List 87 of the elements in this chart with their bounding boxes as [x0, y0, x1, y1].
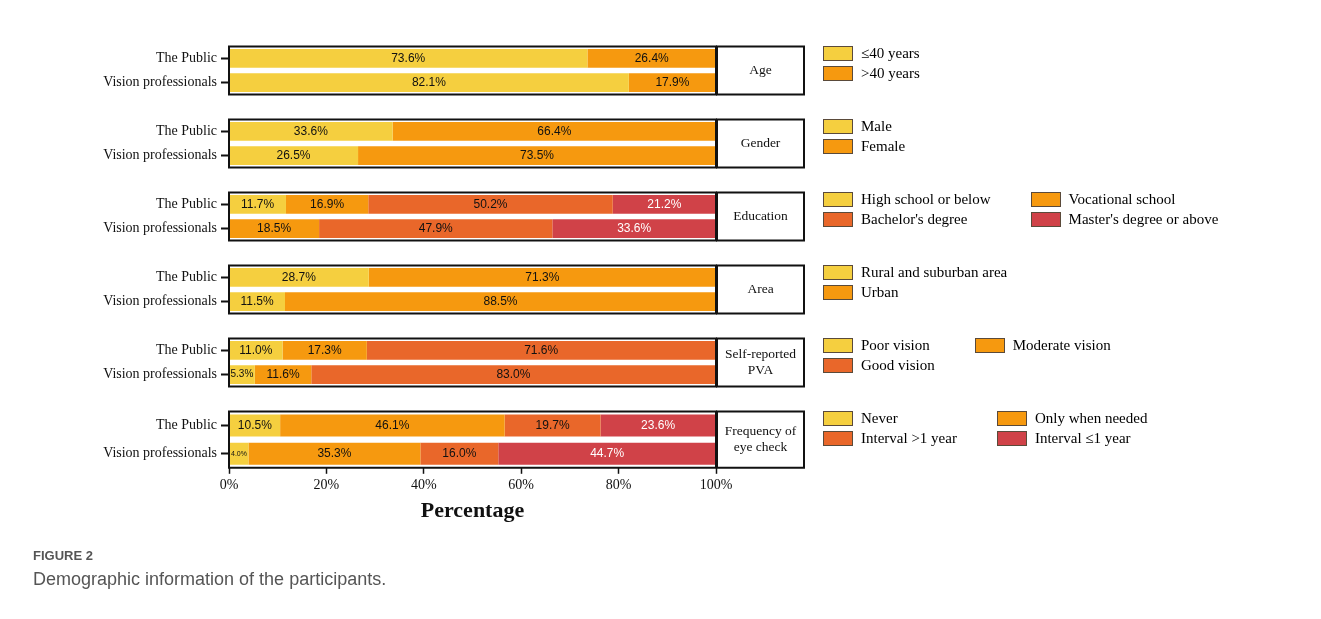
y-tick-label: Vision professionals — [103, 445, 217, 461]
text: Frequency of eye check — [724, 423, 797, 455]
bar — [280, 414, 505, 437]
x-tick-label: 100% — [699, 476, 733, 492]
data-label: 19.7% — [535, 417, 570, 432]
text: Area — [747, 281, 774, 297]
data-label: 33.6% — [617, 220, 652, 235]
x-tick-label: 20% — [313, 476, 340, 492]
data-label: 83.0% — [496, 366, 531, 381]
x-tick-label: 40% — [410, 476, 437, 492]
text: Bachelor's degree — [861, 210, 968, 228]
data-label: 73.5% — [520, 147, 555, 162]
bar — [366, 341, 716, 360]
x-axis-title: Percentage — [420, 497, 525, 523]
bar — [311, 365, 716, 384]
y-tick-label: The Public — [155, 342, 217, 358]
data-label: 82.1% — [411, 74, 447, 89]
data-label: 88.5% — [483, 293, 518, 308]
data-label: 11.0% — [239, 342, 273, 357]
data-label: 16.9% — [310, 196, 345, 211]
data-label: 11.6% — [266, 366, 300, 381]
data-label: 28.7% — [281, 269, 317, 284]
data-label: 50.2% — [473, 196, 508, 211]
y-tick-label: The Public — [155, 269, 217, 285]
x-tick-label: 80% — [605, 476, 632, 492]
text: ≤40 years — [861, 44, 920, 62]
caption: FIGURE 2 — [33, 548, 94, 563]
data-label: 35.3% — [317, 446, 352, 461]
data-label: 66.4% — [537, 123, 572, 138]
y-tick-label: The Public — [155, 123, 217, 139]
legend-label: Never — [861, 409, 898, 427]
text: Self-reported PVA — [724, 346, 797, 378]
data-label: 17.3% — [307, 342, 343, 357]
data-label: 11.7% — [240, 196, 275, 211]
y-tick-label: Vision professionals — [103, 293, 217, 309]
text: Urban — [861, 283, 899, 301]
text: Only when needed — [1034, 409, 1148, 427]
y-tick-label: The Public — [155, 417, 217, 433]
text: Demographic information of the participants. — [33, 569, 388, 590]
y-tick-label: Vision professionals — [103, 366, 217, 382]
legend-label: Moderate vision — [1012, 336, 1111, 354]
x-tick-label: 0% — [219, 476, 239, 492]
data-label: 17.9% — [655, 74, 690, 89]
bar — [248, 442, 421, 465]
data-label: 47.9% — [418, 220, 454, 235]
text: Gender — [740, 135, 781, 151]
bar — [498, 442, 716, 465]
bar — [552, 219, 716, 238]
data-label: 71.6% — [524, 342, 559, 357]
data-label: 46.1% — [375, 417, 410, 432]
bar — [319, 219, 553, 238]
legend-label: Poor vision — [861, 336, 930, 354]
legend-label: Interval >1 year — [861, 429, 957, 447]
y-tick-label: The Public — [155, 196, 217, 212]
x-tick-label: 60% — [508, 476, 535, 492]
bar — [612, 195, 716, 214]
data-label: 16.0% — [442, 446, 477, 461]
legend-label: >40 years — [861, 64, 920, 82]
data-label: 33.6% — [293, 123, 329, 138]
text: Age — [749, 62, 772, 78]
data-label: 44.7% — [590, 446, 625, 461]
data-label: 5.3% — [230, 368, 254, 380]
legend-label: Rural and suburban area — [861, 263, 1008, 281]
data-label: 26.5% — [276, 147, 311, 162]
bar — [282, 341, 367, 360]
y-tick-label: Vision professionals — [103, 220, 217, 236]
bar — [420, 442, 499, 465]
data-label: 23.6% — [641, 417, 676, 432]
data-label: 10.5% — [237, 417, 273, 432]
y-tick-label: The Public — [155, 50, 217, 66]
y-tick-label: Vision professionals — [103, 74, 217, 90]
data-label: 71.3% — [525, 269, 560, 284]
legend-label: Interval ≤1 year — [1034, 429, 1131, 447]
data-label: 21.2% — [647, 196, 682, 211]
data-label: 18.5% — [257, 220, 292, 235]
text: Female — [861, 137, 906, 155]
bar — [368, 195, 613, 214]
legend-label: Master's degree or above — [1068, 210, 1219, 228]
legend-label: Vocational school — [1068, 190, 1176, 208]
legend-label: High school or below — [861, 190, 991, 208]
data-label: 26.4% — [634, 50, 670, 65]
text: Education — [733, 208, 789, 224]
data-label: 73.6% — [391, 50, 426, 65]
data-label: 11.5% — [240, 293, 274, 308]
y-tick-label: Vision professionals — [103, 147, 217, 163]
text: Good vision — [861, 356, 935, 374]
legend-label: Male — [861, 117, 892, 135]
